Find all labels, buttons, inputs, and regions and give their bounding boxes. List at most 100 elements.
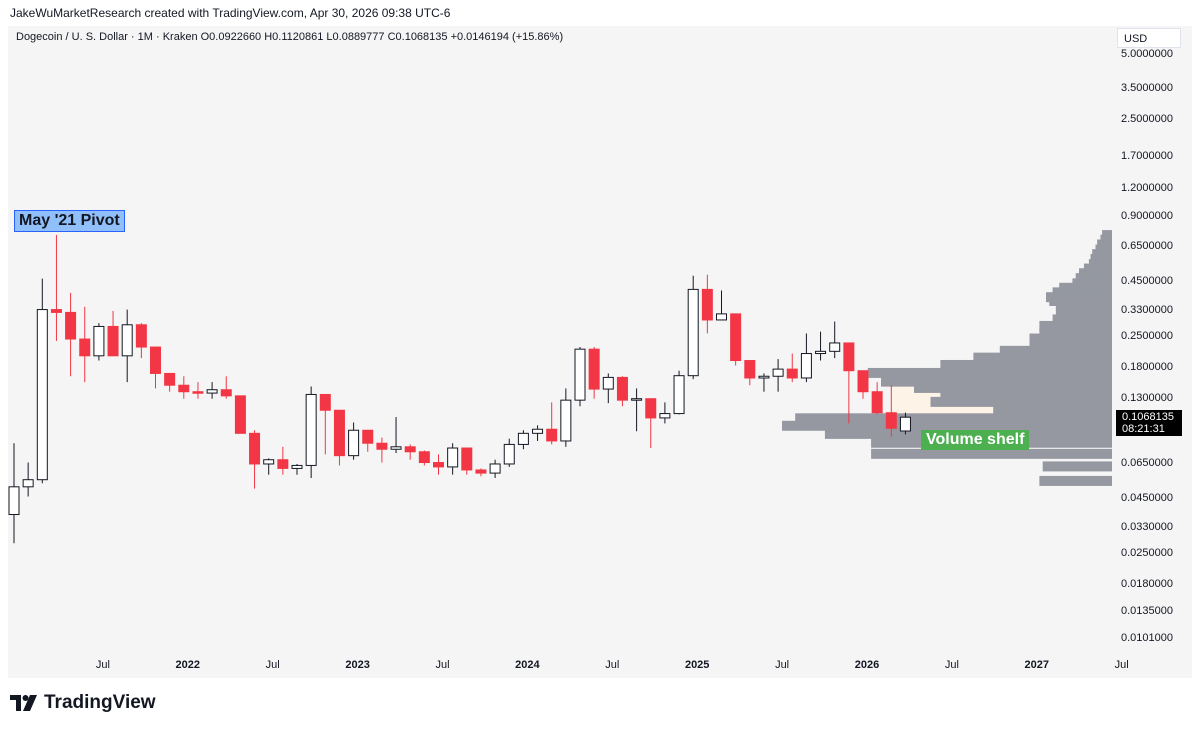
candle-body bbox=[560, 399, 572, 442]
candle-body bbox=[532, 428, 544, 434]
candle[interactable] bbox=[786, 353, 798, 383]
candle-body bbox=[574, 348, 586, 401]
currency-button[interactable]: USD bbox=[1117, 28, 1181, 48]
candle[interactable] bbox=[164, 372, 176, 392]
price-tick-label: 1.7000000 bbox=[1121, 149, 1173, 162]
candle[interactable] bbox=[277, 446, 289, 475]
candle-body bbox=[602, 376, 614, 390]
candle[interactable] bbox=[249, 430, 261, 489]
candle[interactable] bbox=[758, 373, 770, 392]
volume-profile-bar bbox=[1039, 320, 1112, 331]
pivot-annotation[interactable]: May '21 Pivot bbox=[14, 210, 125, 232]
candle[interactable] bbox=[560, 388, 572, 447]
candle-body bbox=[546, 428, 558, 442]
time-tick-label: Jul bbox=[944, 659, 959, 671]
candle[interactable] bbox=[79, 306, 91, 383]
candle[interactable] bbox=[532, 425, 544, 441]
candle-body bbox=[192, 391, 204, 394]
candle[interactable] bbox=[602, 373, 614, 404]
price-tick-label: 0.0450000 bbox=[1121, 491, 1173, 504]
candle[interactable] bbox=[93, 323, 105, 361]
candle[interactable] bbox=[588, 347, 600, 399]
candle[interactable] bbox=[517, 430, 529, 450]
candle[interactable] bbox=[546, 402, 558, 445]
candle[interactable] bbox=[150, 346, 161, 389]
candle[interactable] bbox=[65, 292, 77, 377]
candle[interactable] bbox=[489, 459, 501, 479]
candle[interactable] bbox=[800, 333, 812, 383]
candle[interactable] bbox=[36, 278, 48, 484]
candle[interactable] bbox=[107, 310, 119, 357]
candle[interactable] bbox=[376, 437, 388, 463]
volume-profile-bar bbox=[973, 352, 1112, 363]
candle[interactable] bbox=[390, 417, 402, 454]
candle[interactable] bbox=[404, 444, 416, 460]
candle[interactable] bbox=[503, 438, 515, 467]
last-price-label: 0.1068135 08:21:31 bbox=[1116, 410, 1182, 436]
candle[interactable] bbox=[857, 370, 869, 399]
volume-profile-bar bbox=[1042, 461, 1112, 472]
candle[interactable] bbox=[631, 388, 643, 432]
volume-profile-bar bbox=[1039, 475, 1112, 486]
candle[interactable] bbox=[206, 382, 218, 399]
candle[interactable] bbox=[447, 443, 459, 475]
candle[interactable] bbox=[730, 313, 742, 366]
candle[interactable] bbox=[234, 395, 246, 434]
candle[interactable] bbox=[135, 323, 147, 359]
chart-frame[interactable] bbox=[8, 26, 1192, 678]
candle[interactable] bbox=[744, 360, 756, 386]
candle[interactable] bbox=[461, 447, 473, 475]
candle-body bbox=[93, 325, 105, 357]
candle[interactable] bbox=[616, 376, 628, 407]
candle[interactable] bbox=[673, 370, 685, 415]
candle[interactable] bbox=[333, 409, 345, 466]
candle-body bbox=[730, 313, 742, 362]
candle-body bbox=[829, 342, 841, 352]
candle[interactable] bbox=[192, 382, 204, 399]
candle[interactable] bbox=[829, 321, 841, 359]
tradingview-brand[interactable]: TradingView bbox=[10, 692, 156, 714]
volume-shelf-annotation[interactable]: Volume shelf bbox=[921, 430, 1030, 450]
candle[interactable] bbox=[899, 412, 911, 435]
candle[interactable] bbox=[815, 331, 827, 361]
time-tick-label: Jul bbox=[265, 659, 280, 671]
candle[interactable] bbox=[885, 385, 897, 437]
candle[interactable] bbox=[645, 398, 657, 449]
candle[interactable] bbox=[305, 386, 317, 479]
candle[interactable] bbox=[418, 450, 430, 466]
time-tick-label: 2022 bbox=[175, 659, 201, 671]
candle[interactable] bbox=[220, 376, 232, 399]
candle[interactable] bbox=[8, 443, 20, 544]
candle[interactable] bbox=[50, 234, 62, 341]
candle[interactable] bbox=[701, 274, 713, 334]
candle[interactable] bbox=[659, 402, 671, 424]
candle[interactable] bbox=[843, 342, 855, 424]
chart-credit: JakeWuMarketResearch created with Tradin… bbox=[10, 6, 451, 20]
price-tick-label: 0.0650000 bbox=[1121, 456, 1173, 469]
candle[interactable] bbox=[772, 359, 784, 392]
candle[interactable] bbox=[121, 309, 133, 383]
candle[interactable] bbox=[291, 463, 303, 475]
candle[interactable] bbox=[178, 376, 190, 399]
candle[interactable] bbox=[263, 458, 275, 475]
symbol-info[interactable]: Dogecoin / U. S. Dollar · 1M · Kraken O0… bbox=[16, 31, 564, 43]
candle[interactable] bbox=[22, 462, 34, 497]
candle[interactable] bbox=[433, 454, 444, 475]
price-tick-label: 1.2000000 bbox=[1121, 182, 1173, 195]
candle[interactable] bbox=[716, 290, 727, 321]
candle[interactable] bbox=[574, 347, 586, 407]
candle[interactable] bbox=[687, 275, 699, 380]
candle[interactable] bbox=[871, 382, 883, 415]
candle-body bbox=[631, 398, 643, 401]
candle[interactable] bbox=[348, 422, 360, 460]
candle[interactable] bbox=[475, 468, 487, 477]
candle-body bbox=[135, 324, 147, 348]
brand-name: TradingView bbox=[44, 692, 156, 713]
last-price-value: 0.1068135 bbox=[1122, 411, 1174, 423]
candle[interactable] bbox=[319, 393, 331, 455]
candle[interactable] bbox=[362, 429, 374, 452]
candle-body bbox=[744, 360, 756, 379]
price-tick-label: 0.1800000 bbox=[1121, 361, 1173, 374]
candle-body bbox=[249, 432, 261, 465]
